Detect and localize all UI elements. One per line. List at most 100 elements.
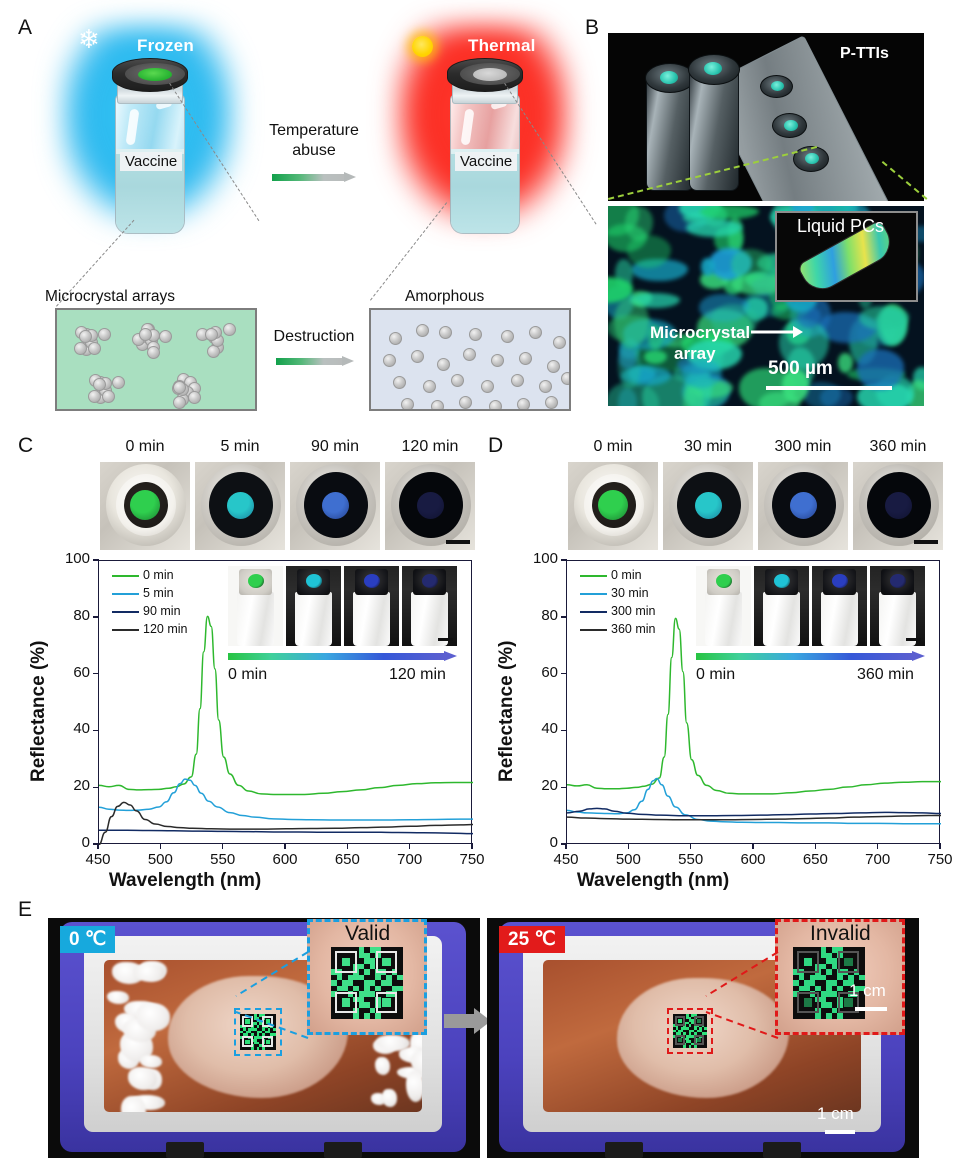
qr-module xyxy=(815,1013,821,1019)
x-axis-tick-label: 600 xyxy=(272,851,298,868)
qr-module xyxy=(364,985,370,992)
qr-finder-pattern xyxy=(837,951,860,973)
qr-module xyxy=(688,1019,692,1022)
qr-module xyxy=(820,996,827,1003)
qr-module xyxy=(815,974,821,981)
x-axis-tick xyxy=(284,843,286,849)
ice-chunk xyxy=(376,1034,411,1051)
amorphous-particle xyxy=(451,374,464,387)
qr-module xyxy=(273,1033,276,1037)
crystal-domain xyxy=(731,273,789,296)
qr-module xyxy=(342,980,348,986)
liquid-pcs-inset: Liquid PCs xyxy=(775,211,918,302)
latch-left xyxy=(166,1142,204,1158)
valid-label: Valid xyxy=(345,922,391,945)
qr-module xyxy=(798,985,805,992)
crystal-domain xyxy=(621,366,671,386)
qr-module xyxy=(826,969,832,975)
crystal-domain xyxy=(859,305,910,330)
microcrystal-bead xyxy=(98,328,112,342)
qr-module xyxy=(364,980,370,986)
qr-finder-core xyxy=(697,1038,702,1043)
qr-finder-pattern xyxy=(375,991,398,1014)
qr-module xyxy=(364,969,370,975)
vial-inset-body xyxy=(353,592,390,646)
qr-module xyxy=(358,963,365,970)
valid-inset-border xyxy=(307,919,427,1035)
qr-module xyxy=(820,974,827,981)
x-axis-tick-label: 600 xyxy=(740,851,766,868)
qr-module xyxy=(240,1036,243,1039)
qr-module xyxy=(673,1024,676,1028)
qr-module xyxy=(375,947,381,953)
panel-c-letter: C xyxy=(18,434,34,457)
vial-highlight xyxy=(125,108,140,146)
y-axis-tick-label: 60 xyxy=(73,663,90,681)
microcrystal-bead xyxy=(112,376,126,390)
crystal-domain xyxy=(700,257,716,277)
qr-module xyxy=(336,974,343,981)
qr-module xyxy=(809,974,816,981)
qr-finder-pattern xyxy=(242,1036,253,1048)
qr-module xyxy=(364,1013,370,1019)
qr-module xyxy=(248,1030,252,1034)
qr-module xyxy=(837,952,843,959)
qr-module xyxy=(262,1033,265,1037)
temperature-abuse-label-line2: abuse xyxy=(292,142,336,159)
strip-indicator-2 xyxy=(784,120,798,131)
ice-chunk xyxy=(405,1071,422,1103)
legend-swatch-30-min xyxy=(580,593,607,595)
qr-module xyxy=(826,952,832,959)
qr-module xyxy=(369,963,376,970)
snowflake-icon: ❄ xyxy=(78,24,100,54)
qr-module xyxy=(256,1025,260,1028)
qr-module xyxy=(369,980,376,986)
legend-swatch-5-min xyxy=(112,593,139,595)
qr-module xyxy=(253,1022,257,1026)
timepoint-label: 0 min xyxy=(593,438,633,455)
qr-module xyxy=(245,1033,249,1037)
y-axis-tick-label: 80 xyxy=(73,606,90,624)
x-axis-tick xyxy=(221,843,224,849)
qr-highlight-box-left xyxy=(234,1008,282,1056)
vial-inset-body xyxy=(705,592,742,646)
legend-swatch-0-min xyxy=(580,575,607,577)
qr-module xyxy=(793,980,799,986)
qr-module xyxy=(826,958,832,964)
crystal-domain xyxy=(731,249,773,281)
qr-module xyxy=(262,1014,265,1017)
panel-d-letter: D xyxy=(488,434,504,457)
timepoint-label: 5 min xyxy=(220,438,260,455)
scale-bar xyxy=(914,540,938,544)
qr-module xyxy=(688,1045,692,1048)
time-end-label: 120 min xyxy=(389,666,446,683)
liquid-pcs-label: Liquid PCs xyxy=(797,216,885,236)
qr-module xyxy=(686,1034,689,1038)
qr-module xyxy=(688,1034,692,1038)
qr-module xyxy=(837,985,843,992)
qr-module xyxy=(686,1040,689,1043)
y-axis-tick-label: 40 xyxy=(541,720,558,738)
cap-photo-0-min xyxy=(568,462,658,550)
qr-tag-invalid xyxy=(793,947,865,1019)
qr-module xyxy=(259,1044,263,1048)
qr-module xyxy=(242,1033,246,1037)
strip-indicator-1 xyxy=(771,81,784,91)
amorphous-particle xyxy=(383,354,396,367)
crystal-domain xyxy=(647,325,664,351)
panel-c-ylabel: Reflectance (%) xyxy=(28,640,49,783)
x-axis-tick-label: 650 xyxy=(334,851,360,868)
crystal-domain xyxy=(618,343,642,390)
crystal-domain xyxy=(608,382,659,406)
destruction-label: Destruction xyxy=(273,328,355,345)
frozen-label: Frozen xyxy=(137,36,194,55)
qr-module xyxy=(691,1042,694,1046)
vial-inset-indicator xyxy=(247,574,264,588)
microcrystal-bead xyxy=(93,378,106,391)
crystal-domain xyxy=(617,387,638,406)
crystal-domain xyxy=(631,258,689,282)
vial-photo-indicator-1 xyxy=(660,71,678,84)
qr-finder-core xyxy=(245,1019,250,1024)
qr-module xyxy=(342,985,348,992)
panel-c: C 0 min 5 min 90 min 120 min Reflectance (%… xyxy=(0,430,488,891)
